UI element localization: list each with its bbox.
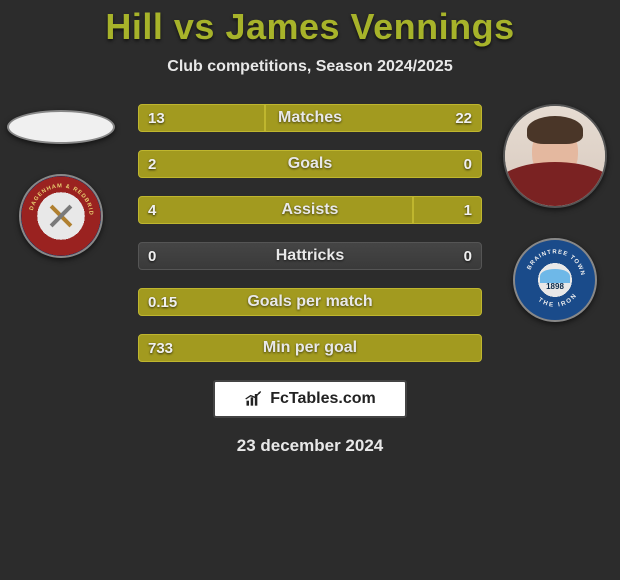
svg-text:DAGENHAM & REDBRIDGE FC: DAGENHAM & REDBRIDGE FC xyxy=(21,176,94,216)
stat-label: Assists xyxy=(138,196,482,224)
badge-left-ring-icon: DAGENHAM & REDBRIDGE FC xyxy=(21,176,101,256)
comparison-main: DAGENHAM & REDBRIDGE FC BRAINTRE xyxy=(0,104,620,362)
stat-row: Min per goal733 xyxy=(138,334,482,362)
stat-row: Goals per match0.15 xyxy=(138,288,482,316)
svg-text:BRAINTREE TOWN F.C.: BRAINTREE TOWN F.C. xyxy=(515,240,586,279)
badge-right-ring-icon: BRAINTREE TOWN F.C. THE IRON xyxy=(515,240,595,320)
source-logo-box: FcTables.com xyxy=(213,380,407,418)
stat-row: Assists4 1 xyxy=(138,196,482,224)
player-right-column: BRAINTREE TOWN F.C. THE IRON xyxy=(500,104,610,322)
source-logo-text: FcTables.com xyxy=(270,390,376,408)
stat-value-left: 733 xyxy=(148,334,173,362)
stat-row: Goals2 0 xyxy=(138,150,482,178)
stat-bars: Matches1322Goals20Assists41Hattricks00Go… xyxy=(138,104,482,362)
stat-label: Min per goal xyxy=(138,334,482,362)
stat-value-left: 2 xyxy=(148,150,156,178)
stat-row: Matches13 22 xyxy=(138,104,482,132)
infographic-date: 23 december 2024 xyxy=(237,436,384,456)
stat-value-right: 0 xyxy=(464,242,472,270)
stat-value-left: 4 xyxy=(148,196,156,224)
stat-label: Goals xyxy=(138,150,482,178)
stat-value-left: 0 xyxy=(148,242,156,270)
player-right-avatar xyxy=(503,104,607,208)
fctables-logo-icon xyxy=(244,389,264,409)
svg-text:THE IRON: THE IRON xyxy=(537,291,579,308)
stat-label: Matches xyxy=(138,104,482,132)
stat-value-right: 22 xyxy=(455,104,472,132)
stat-label: Goals per match xyxy=(138,288,482,316)
stat-row: Hattricks0 0 xyxy=(138,242,482,270)
comparison-subtitle: Club competitions, Season 2024/2025 xyxy=(167,58,452,76)
stat-label: Hattricks xyxy=(138,242,482,270)
stat-value-left: 13 xyxy=(148,104,165,132)
player-right-club-badge: BRAINTREE TOWN F.C. THE IRON xyxy=(513,238,597,322)
player-left-avatar-placeholder xyxy=(7,110,115,144)
comparison-title: Hill vs James Vennings xyxy=(105,6,514,48)
player-left-column: DAGENHAM & REDBRIDGE FC xyxy=(6,104,116,258)
stat-value-right: 0 xyxy=(464,150,472,178)
stat-value-right: 1 xyxy=(464,196,472,224)
player-left-club-badge: DAGENHAM & REDBRIDGE FC xyxy=(19,174,103,258)
stat-value-left: 0.15 xyxy=(148,288,177,316)
comparison-infographic: Hill vs James Vennings Club competitions… xyxy=(0,0,620,580)
avatar-face-icon xyxy=(505,106,605,206)
